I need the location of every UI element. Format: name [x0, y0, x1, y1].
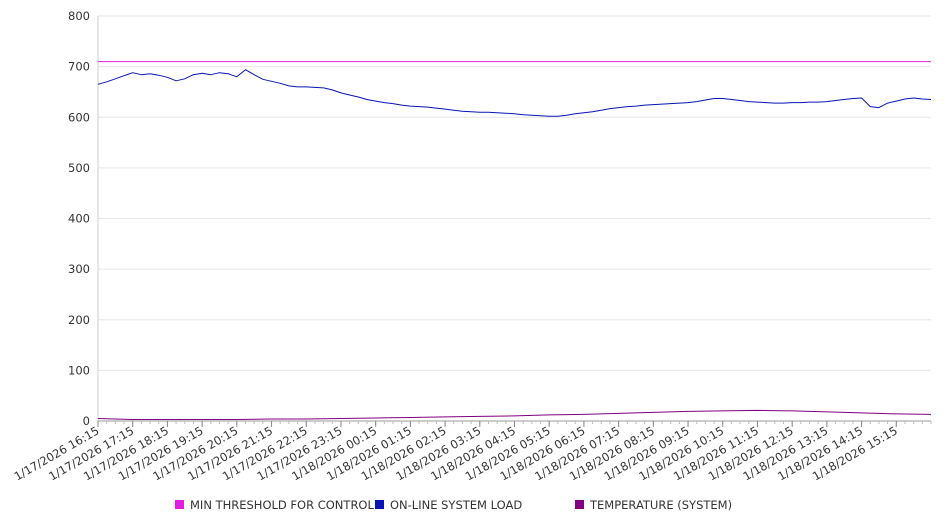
series-lines — [97, 61, 932, 420]
y-tick-label: 700 — [68, 60, 90, 74]
y-tick-label: 500 — [68, 161, 90, 175]
legend: MIN THRESHOLD FOR CONTROL ON-LINE SYSTEM … — [175, 498, 732, 512]
legend-swatch — [375, 500, 384, 509]
legend-swatch — [175, 500, 184, 509]
series-line-3 — [97, 409, 932, 420]
y-tick-label: 800 — [68, 9, 90, 23]
y-tick-label: 0 — [83, 414, 90, 428]
y-tick-label: 400 — [68, 212, 90, 226]
legend-label: ON-LINE SYSTEM LOAD — [390, 498, 522, 512]
legend-swatch — [575, 500, 584, 509]
series-line-2 — [97, 69, 932, 117]
legend-label: TEMPERATURE (SYSTEM) — [589, 498, 732, 512]
y-tick-label: 200 — [68, 313, 90, 327]
y-tick-label: 100 — [68, 363, 90, 377]
y-tick-label: 600 — [68, 110, 90, 124]
y-tick-label: 300 — [68, 262, 90, 276]
grid — [98, 15, 931, 371]
legend-label: MIN THRESHOLD FOR CONTROL — [190, 498, 374, 512]
